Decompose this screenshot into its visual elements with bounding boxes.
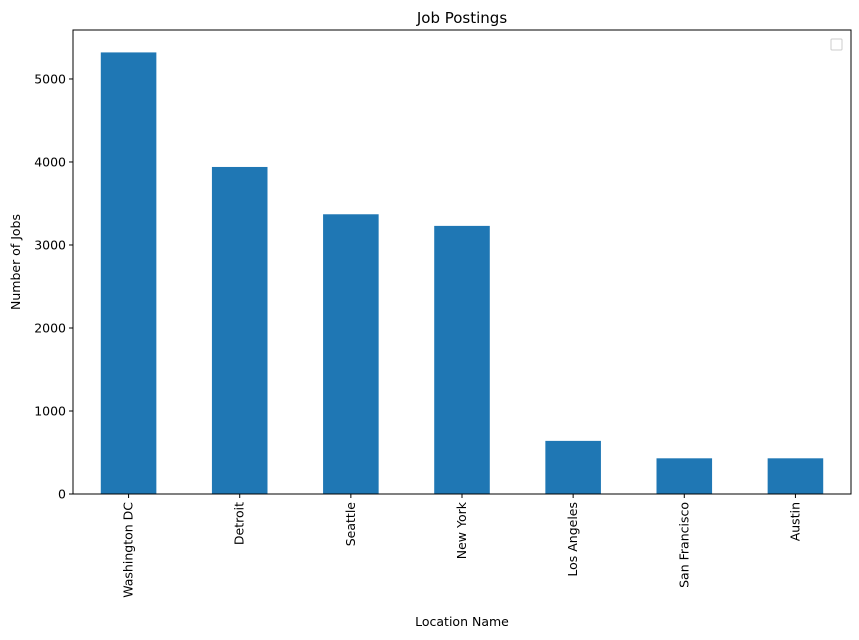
bar-san-francisco <box>656 458 713 494</box>
x-axis-label: Location Name <box>415 614 509 629</box>
bars-group <box>100 52 824 495</box>
x-axis-ticks: Washington DC Detroit Seattle New York Los A… <box>121 494 802 598</box>
bar-seattle <box>323 214 379 494</box>
y-tick-label: 2000 <box>34 320 66 335</box>
legend-box <box>830 38 843 51</box>
bar-washington-dc <box>100 52 157 495</box>
plot-frame <box>72 29 852 495</box>
bar-new-york <box>434 225 490 494</box>
y-tick-label: 1000 <box>34 403 66 418</box>
y-tick-label: 5000 <box>34 71 66 86</box>
x-tick-label: Austin <box>787 502 802 541</box>
y-axis-label: Number of Jobs <box>8 214 23 310</box>
x-tick-label: Los Angeles <box>565 502 580 577</box>
y-axis-ticks: 0 1000 2000 3000 4000 5000 <box>34 71 73 502</box>
x-tick-label: San Francisco <box>676 502 691 588</box>
bar-austin <box>767 458 824 494</box>
y-tick-label: 3000 <box>34 237 66 252</box>
x-tick-label: Seattle <box>343 502 358 547</box>
x-tick-label: Washington DC <box>121 502 136 598</box>
x-tick-label: Detroit <box>232 502 247 545</box>
x-tick-label: New York <box>454 501 469 559</box>
bar-los-angeles <box>545 440 601 494</box>
y-tick-label: 4000 <box>34 154 66 169</box>
bar-detroit <box>211 166 268 494</box>
y-tick-label: 0 <box>58 487 66 502</box>
chart-title: Job Postings <box>416 9 507 27</box>
